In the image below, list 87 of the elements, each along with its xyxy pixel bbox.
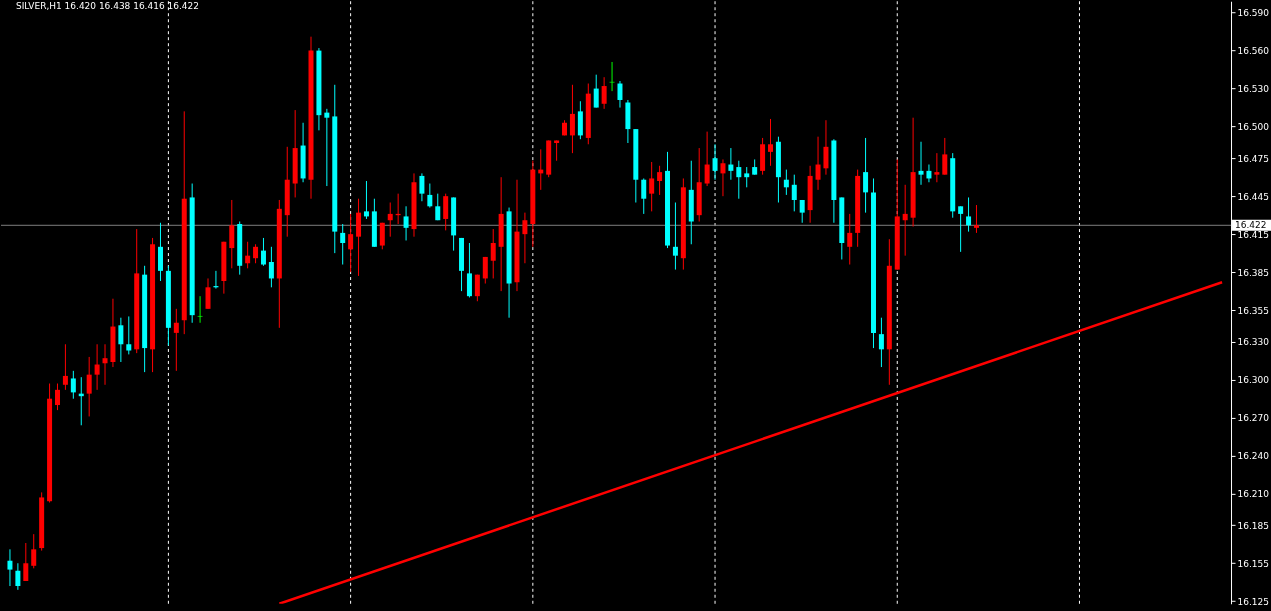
- candlestick: [649, 161, 655, 212]
- candlestick: [569, 84, 575, 154]
- y-tick-label: 16.300: [1237, 375, 1270, 386]
- candlestick: [554, 139, 560, 162]
- candlestick: [847, 213, 853, 266]
- candlestick: [268, 246, 274, 288]
- y-tick-label: 16.385: [1237, 267, 1269, 278]
- candlestick: [973, 204, 979, 234]
- candlestick: [435, 193, 441, 221]
- y-tick-label: 16.530: [1237, 84, 1270, 95]
- candlestick: [70, 370, 76, 400]
- y-tick-label: 16.475: [1237, 153, 1269, 164]
- candlestick: [86, 356, 92, 417]
- candlestick: [466, 242, 472, 298]
- candlestick: [736, 160, 742, 200]
- candlestick: [934, 152, 940, 183]
- candlestick: [878, 317, 884, 368]
- candlestick: [902, 184, 908, 257]
- candlestick: [744, 166, 750, 188]
- candlestick: [966, 196, 972, 233]
- candlestick: [31, 533, 37, 569]
- candlestick: [728, 147, 734, 181]
- y-tick-label: 16.125: [1237, 596, 1269, 607]
- candlestick: [601, 76, 607, 110]
- y-tick-label: 16.445: [1237, 191, 1269, 202]
- candlestick: [522, 212, 528, 264]
- candlestick: [482, 256, 488, 285]
- candlestick: [427, 183, 433, 209]
- candlestick: [118, 317, 124, 363]
- y-tick-label: 16.415: [1237, 229, 1269, 240]
- candlestick: [672, 202, 678, 271]
- candlestick: [942, 137, 948, 176]
- chart-title: SILVER,H1 16.420 16.438 16.416 16.422: [15, 1, 199, 12]
- y-tick-label: 16.270: [1237, 413, 1270, 424]
- y-tick-label: 16.240: [1237, 451, 1270, 462]
- candlestick: [54, 383, 60, 411]
- candlestick: [704, 131, 710, 187]
- candlestick: [403, 205, 409, 241]
- candlestick: [126, 315, 132, 355]
- candlestick: [387, 202, 393, 238]
- candlestick: [340, 223, 346, 266]
- candlestick: [379, 222, 385, 250]
- candlestick: [197, 295, 203, 324]
- candlestick: [260, 237, 266, 267]
- candlestick: [783, 169, 789, 196]
- y-tick-label: 16.500: [1237, 122, 1270, 133]
- candlestick: [324, 108, 330, 187]
- y-tick-label: 16.590: [1237, 8, 1270, 19]
- candlestick: [958, 205, 964, 253]
- candlestick: [102, 343, 108, 386]
- candlestick: [712, 143, 718, 181]
- candlestick: [419, 172, 425, 202]
- candlestick: [443, 193, 449, 231]
- candlestick: [490, 228, 496, 279]
- candlestick: [926, 164, 932, 183]
- candlestick: [720, 158, 726, 197]
- y-tick-label: 16.330: [1237, 337, 1270, 348]
- candlestick: [245, 241, 251, 269]
- candlestick: [474, 274, 480, 302]
- candlestick: [641, 177, 647, 215]
- candlestick: [791, 174, 797, 212]
- y-tick-label: 16.355: [1237, 305, 1269, 316]
- candlestick: [815, 136, 821, 191]
- candlestick: [23, 542, 29, 582]
- candlestick: [253, 243, 259, 264]
- candlestick: [94, 343, 100, 391]
- candlestick: [657, 165, 663, 196]
- candlestick: [863, 137, 869, 214]
- candlestick: [918, 141, 924, 186]
- candlestick: [15, 562, 21, 591]
- candlestick: [823, 119, 829, 176]
- candlestick: [593, 74, 599, 109]
- candlestick: [768, 118, 773, 167]
- ref-line-label: 16.422: [1235, 220, 1267, 231]
- candlestick: [617, 80, 623, 109]
- candlestick: [7, 548, 13, 587]
- y-tick-label: 16.560: [1237, 46, 1270, 57]
- candlestick: [205, 277, 211, 310]
- candlestick: [363, 180, 369, 220]
- y-tick-label: 16.210: [1237, 489, 1270, 500]
- candlestick: [348, 213, 354, 273]
- candlestick: [609, 61, 615, 92]
- candlestick: [62, 343, 68, 391]
- y-tick-label: 16.155: [1237, 558, 1269, 569]
- candlestick: [229, 199, 235, 269]
- y-tick-label: 16.185: [1237, 520, 1269, 531]
- candlestick: [173, 308, 179, 372]
